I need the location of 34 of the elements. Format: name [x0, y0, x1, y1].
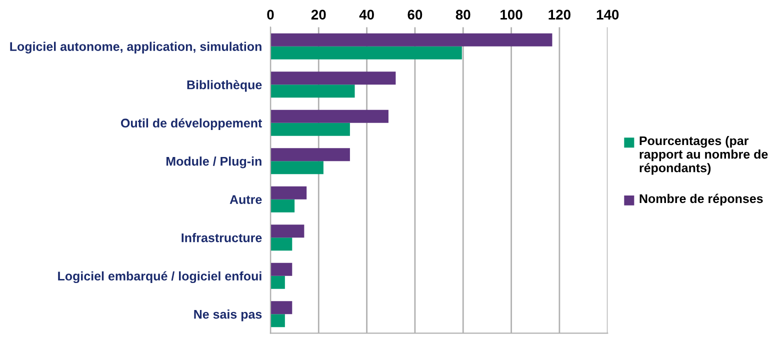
x-tick-label: 80: [456, 10, 470, 20]
bar: [270, 122, 350, 136]
bar: [270, 276, 285, 289]
bar: [270, 84, 355, 98]
legend-label: Pourcentages (par rapport au nombre de répondants): [640, 136, 768, 175]
bar: [270, 314, 285, 328]
x-tick-label: 60: [408, 10, 422, 20]
bar: [270, 33, 552, 46]
y-tick-label: Module / Plug-in: [166, 156, 262, 168]
bar: [270, 148, 350, 162]
y-tick-label: Logiciel autonome, application, simulation: [10, 42, 262, 54]
bar: [270, 301, 292, 314]
bar: [270, 46, 462, 60]
bar: [270, 199, 295, 212]
legend-label: Nombre de réponses: [640, 194, 763, 206]
x-tick-label: 20: [311, 10, 326, 20]
y-tick-label: Autre: [230, 195, 262, 204]
bar: [270, 186, 307, 200]
bar: [270, 161, 324, 174]
y-tick-label: Bibliothèque: [187, 80, 262, 92]
x-tick-label: 100: [500, 10, 522, 20]
bar: [270, 72, 396, 85]
y-tick-label: Logiciel embarqué / logiciel enfoui: [58, 271, 262, 284]
x-tick-label: 40: [359, 10, 374, 20]
bar: [270, 110, 388, 123]
x-tick-label: 0: [267, 10, 274, 20]
x-tick-label: 140: [596, 10, 619, 20]
bar: [270, 238, 292, 251]
y-tick-label: Outil de développement: [120, 118, 262, 130]
y-tick-label: Infrastructure: [182, 233, 262, 242]
bar: [270, 224, 304, 238]
y-tick-label: Ne sais pas: [194, 310, 262, 322]
x-tick-label: 120: [548, 10, 570, 20]
bar: [270, 262, 292, 276]
